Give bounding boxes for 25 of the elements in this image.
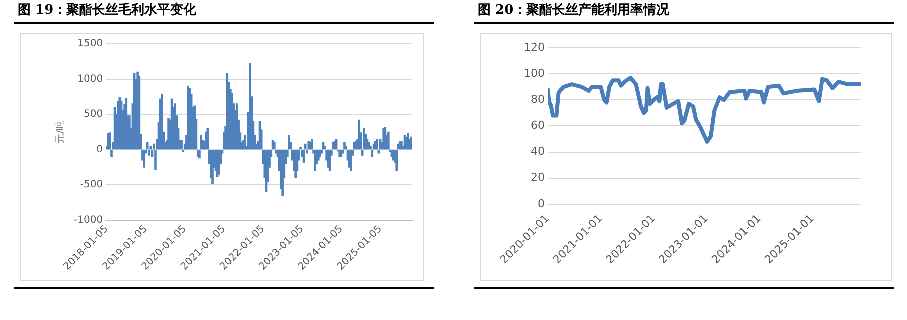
chart-title: 图 20：聚酯长丝产能利用率情况 [474, 0, 894, 24]
y-tick-label: 500 [84, 109, 104, 120]
bar [376, 138, 378, 150]
y-tick-label: 1000 [78, 74, 104, 85]
bar [350, 150, 352, 172]
bar [161, 94, 164, 150]
y-axis-title: 元/吨 [54, 120, 67, 144]
y-tick-label: 40 [530, 145, 545, 158]
bar [282, 150, 284, 196]
bar [314, 150, 317, 172]
y-tick-label: -500 [80, 180, 104, 191]
bar [310, 138, 314, 150]
bar [294, 150, 297, 178]
y-tick-label: 60 [530, 119, 545, 132]
y-tick-label: -1000 [74, 215, 104, 226]
y-tick-label: 0 [96, 144, 104, 156]
bar [358, 120, 361, 150]
bar [143, 150, 146, 168]
y-tick-label: 120 [524, 40, 545, 54]
y-tick-label: 80 [530, 93, 545, 106]
y-tick-label: 100 [524, 66, 545, 80]
chart-title: 图 19：聚酯长丝毛利水平变化 [14, 0, 434, 24]
y-tick-label: 0 [538, 197, 545, 210]
y-tick-label: 1500 [78, 38, 104, 50]
y-tick-label: 20 [530, 171, 545, 184]
